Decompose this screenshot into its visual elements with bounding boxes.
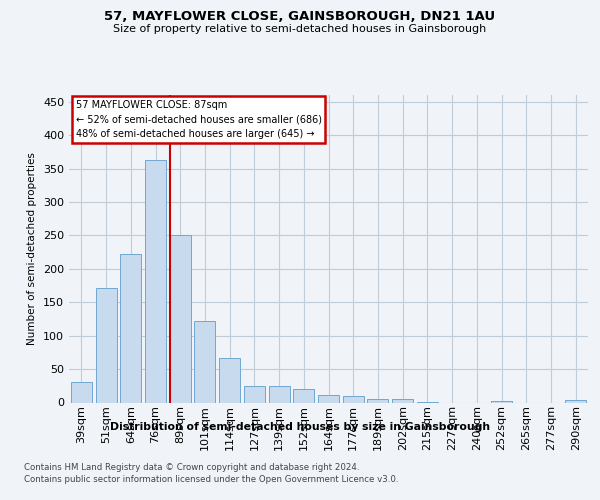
Bar	[145, 160, 166, 402]
Bar	[194, 321, 215, 402]
Bar	[491, 401, 512, 402]
Bar	[244, 386, 265, 402]
Bar	[269, 386, 290, 402]
Bar	[71, 382, 92, 402]
Text: 57 MAYFLOWER CLOSE: 87sqm
← 52% of semi-detached houses are smaller (686)
48% of: 57 MAYFLOWER CLOSE: 87sqm ← 52% of semi-…	[76, 100, 322, 139]
Bar	[343, 396, 364, 402]
Bar	[293, 389, 314, 402]
Bar	[219, 358, 240, 403]
Text: Contains HM Land Registry data © Crown copyright and database right 2024.: Contains HM Land Registry data © Crown c…	[24, 462, 359, 471]
Bar	[565, 400, 586, 402]
Text: Distribution of semi-detached houses by size in Gainsborough: Distribution of semi-detached houses by …	[110, 422, 490, 432]
Bar	[392, 399, 413, 402]
Text: Contains public sector information licensed under the Open Government Licence v3: Contains public sector information licen…	[24, 475, 398, 484]
Bar	[120, 254, 141, 402]
Text: Size of property relative to semi-detached houses in Gainsborough: Size of property relative to semi-detach…	[113, 24, 487, 34]
Text: 57, MAYFLOWER CLOSE, GAINSBOROUGH, DN21 1AU: 57, MAYFLOWER CLOSE, GAINSBOROUGH, DN21 …	[104, 10, 496, 23]
Bar	[318, 395, 339, 402]
Bar	[170, 234, 191, 402]
Bar	[367, 399, 388, 402]
Bar	[95, 288, 116, 403]
Y-axis label: Number of semi-detached properties: Number of semi-detached properties	[28, 152, 37, 345]
